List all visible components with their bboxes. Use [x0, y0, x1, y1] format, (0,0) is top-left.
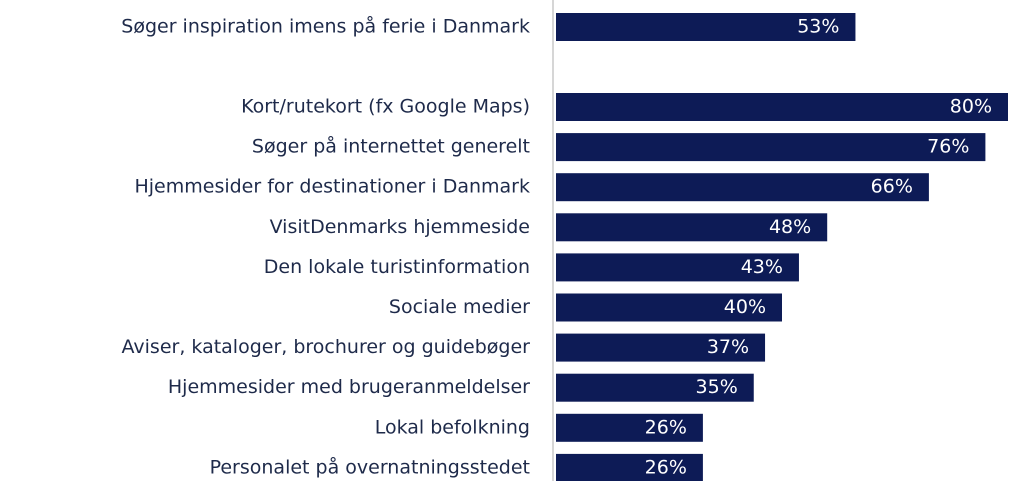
category-label: Hjemmesider med brugeranmeldelser: [168, 376, 530, 398]
value-label: 26%: [645, 416, 687, 438]
bar: [556, 293, 782, 322]
value-label: 76%: [927, 136, 969, 158]
category-label: Aviser, kataloger, brochurer og guidebøg…: [122, 336, 531, 358]
bar: [556, 93, 1008, 121]
value-label: 43%: [741, 256, 783, 278]
bar: [556, 413, 703, 442]
bar: [556, 213, 828, 242]
value-label: 66%: [871, 176, 913, 198]
bar: [556, 13, 856, 41]
category-label: Den lokale turistinformation: [264, 256, 530, 278]
bar: [556, 373, 754, 402]
bar: [556, 453, 703, 481]
category-label: Søger inspiration imens på ferie i Danma…: [121, 15, 530, 38]
value-label: 26%: [645, 456, 687, 478]
bar: [556, 253, 799, 282]
category-label: Søger på internettet generelt: [252, 135, 530, 158]
value-label: 37%: [707, 336, 749, 358]
category-label: Hjemmesider for destinationer i Danmark: [134, 176, 530, 198]
bar: [556, 133, 986, 162]
bar: [556, 333, 766, 362]
value-label: 48%: [769, 216, 811, 238]
value-label: 35%: [696, 376, 738, 398]
value-label: 80%: [950, 96, 992, 118]
value-label: 40%: [724, 296, 766, 318]
category-label: Personalet på overnatningsstedet: [210, 455, 530, 478]
value-label: 53%: [797, 16, 839, 38]
bar: [556, 173, 929, 202]
category-label: Kort/rutekort (fx Google Maps): [241, 96, 530, 118]
category-label: Sociale medier: [389, 296, 530, 318]
category-label: VisitDenmarks hjemmeside: [270, 216, 530, 238]
category-label: Lokal befolkning: [375, 416, 530, 438]
